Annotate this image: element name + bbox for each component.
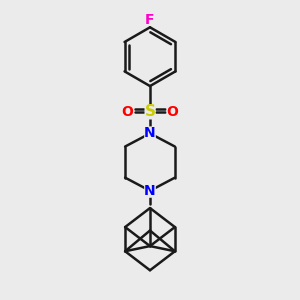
- Text: N: N: [144, 184, 156, 198]
- Text: O: O: [122, 105, 134, 119]
- Text: S: S: [145, 104, 155, 119]
- Text: F: F: [145, 13, 155, 27]
- Text: N: N: [144, 126, 156, 140]
- Text: O: O: [167, 105, 178, 119]
